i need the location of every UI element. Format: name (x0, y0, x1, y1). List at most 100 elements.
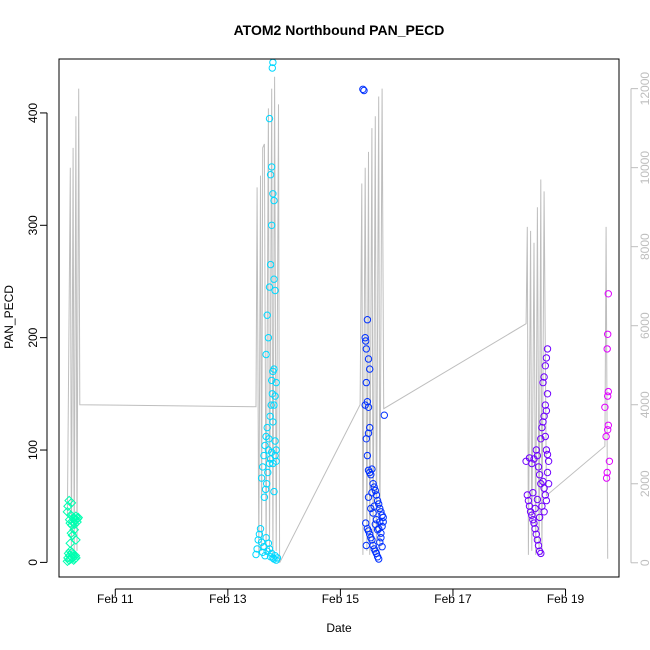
data-point (264, 539, 273, 547)
y2-tick-label: 0 (638, 559, 650, 566)
data-point (604, 426, 612, 434)
data-point (363, 316, 372, 324)
series-5 (601, 290, 614, 482)
data-point (544, 480, 553, 488)
data-point (603, 345, 611, 353)
data-point (266, 171, 275, 179)
data-point (272, 457, 280, 465)
data-point (366, 365, 374, 373)
data-point (531, 525, 539, 533)
data-point (539, 418, 547, 426)
y-tick-label: 400 (26, 103, 40, 123)
data-point (265, 114, 274, 123)
data-point (539, 378, 547, 387)
data-point (524, 496, 533, 505)
data-point (544, 457, 553, 465)
data-point (537, 549, 545, 558)
data-point (368, 465, 376, 473)
data-point (273, 554, 282, 562)
data-point (257, 538, 266, 546)
series-3 (359, 85, 388, 563)
data-point (534, 463, 543, 471)
data-point (532, 530, 540, 538)
data-point (266, 260, 275, 269)
data-point (260, 451, 268, 460)
data-point (364, 355, 373, 363)
data-point (271, 552, 279, 560)
data-point (375, 555, 383, 563)
data-point (602, 432, 610, 441)
secondary-series-line (66, 76, 609, 564)
data-point (542, 407, 551, 415)
data-point (257, 474, 266, 482)
data-point (538, 423, 546, 432)
points-layer (62, 58, 614, 567)
data-point (535, 513, 544, 522)
data-point (268, 221, 276, 230)
y-tick-label: 0 (26, 559, 40, 566)
data-point (368, 536, 376, 544)
data-point (604, 387, 612, 396)
data-point (369, 509, 377, 517)
data-point (69, 524, 80, 535)
data-point (601, 403, 609, 411)
data-point (368, 489, 376, 497)
y2-tick-label: 12000 (638, 72, 650, 106)
data-point (360, 86, 368, 95)
data-point (359, 85, 367, 94)
data-point (376, 538, 384, 546)
data-point (543, 390, 552, 398)
data-point (541, 362, 549, 370)
data-point (537, 480, 545, 488)
data-point (362, 345, 370, 353)
data-point (372, 491, 381, 499)
data-point (375, 500, 383, 508)
data-point (70, 550, 81, 561)
data-point (367, 471, 375, 479)
data-point (543, 450, 552, 459)
data-point (528, 459, 536, 468)
data-point (70, 535, 81, 545)
y2-tick-label: 2000 (638, 470, 650, 497)
data-point (378, 543, 386, 551)
data-point (533, 451, 542, 460)
data-point (373, 496, 382, 505)
data-point (542, 354, 551, 362)
chart-title: ATOM2 Northbound PAN_PECD (234, 22, 445, 38)
data-point (369, 480, 377, 488)
data-point (73, 512, 84, 523)
data-point (255, 530, 264, 538)
data-point (604, 392, 612, 400)
data-point (265, 545, 274, 553)
data-point (66, 497, 77, 508)
data-point (271, 437, 279, 445)
axes-layer: 0100200300400020004000600080001000012000… (26, 72, 650, 606)
data-point (530, 519, 538, 527)
data-point (256, 525, 265, 533)
data-point (66, 528, 77, 539)
y2-tick-label: 10000 (638, 151, 650, 185)
data-point (528, 511, 536, 519)
data-point (604, 330, 612, 338)
data-point (361, 401, 369, 409)
data-point (537, 435, 545, 443)
y2-tick-label: 8000 (638, 233, 650, 260)
data-point (543, 345, 552, 353)
data-point (270, 196, 278, 205)
data-point (264, 468, 272, 477)
data-point (532, 446, 540, 454)
data-point (362, 435, 370, 443)
data-point (531, 504, 539, 513)
x-tick-label: Feb 11 (97, 592, 134, 606)
y-axis-label: PAN_PECD (2, 285, 16, 349)
data-point (362, 337, 370, 345)
data-point (367, 504, 375, 513)
data-point (542, 496, 551, 505)
secondary-line-layer (66, 76, 609, 564)
data-point (605, 457, 614, 465)
x-tick-label: Feb 13 (209, 592, 247, 606)
data-point (63, 501, 73, 512)
data-point (541, 401, 549, 409)
